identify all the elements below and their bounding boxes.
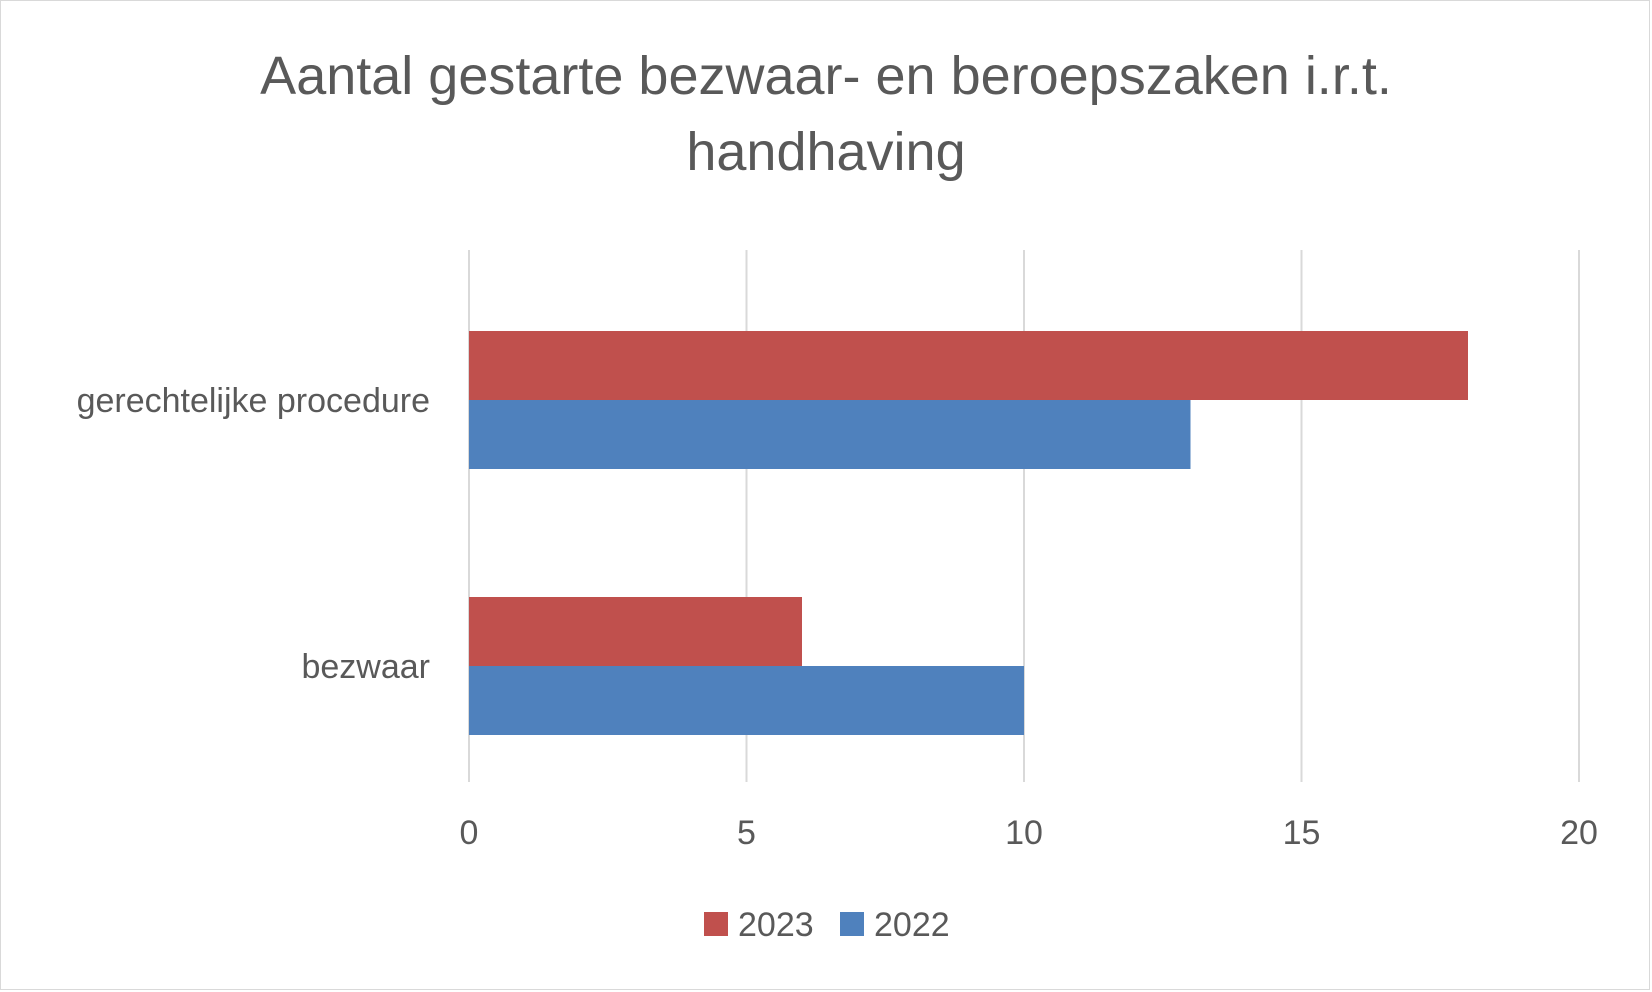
category-label-0: gerechtelijke procedure [77,382,430,420]
bars [469,331,1468,735]
x-tick-label-0: 0 [460,814,479,852]
x-tick-label-10: 10 [1005,814,1043,852]
category-labels: gerechtelijke procedure bezwaar [77,382,430,686]
legend-label-2022: 2022 [874,906,950,944]
legend-swatch-2023 [704,912,728,936]
x-tick-label-20: 20 [1560,814,1598,852]
bar-2023-0 [469,331,1468,400]
bar-2022-1 [469,666,1024,735]
legend: 2023 2022 [704,906,950,944]
category-label-1: bezwaar [301,648,430,686]
x-axis-tick-labels: 0 5 10 15 20 [460,814,1598,852]
legend-label-2023: 2023 [738,906,814,944]
bar-2022-0 [469,400,1191,469]
x-tick-label-15: 15 [1283,814,1321,852]
chart-title: Aantal gestarte bezwaar- en beroepszaken… [260,46,1392,182]
bar-2023-1 [469,597,802,666]
x-tick-label-5: 5 [737,814,756,852]
legend-swatch-2022 [840,912,864,936]
